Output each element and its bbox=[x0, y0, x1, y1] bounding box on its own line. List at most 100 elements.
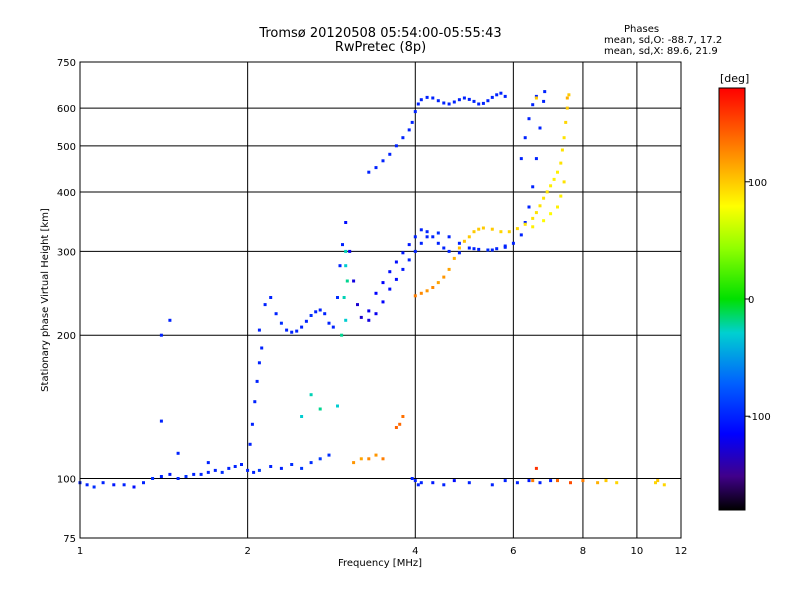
data-point bbox=[419, 291, 423, 295]
data-point bbox=[462, 96, 466, 100]
data-point bbox=[410, 477, 414, 480]
data-point bbox=[481, 101, 485, 105]
data-point bbox=[467, 481, 471, 485]
data-point bbox=[447, 235, 451, 239]
data-point bbox=[327, 321, 331, 325]
data-point bbox=[206, 461, 210, 465]
data-point bbox=[367, 318, 371, 322]
colorbar-ticks: 100 0 -100 bbox=[745, 178, 771, 423]
data-point bbox=[413, 249, 417, 253]
data-point bbox=[531, 479, 535, 483]
data-point bbox=[344, 221, 348, 224]
data-point bbox=[559, 161, 563, 165]
data-point bbox=[467, 246, 471, 250]
data-point bbox=[431, 235, 435, 239]
data-point bbox=[457, 98, 461, 102]
data-point bbox=[511, 241, 515, 245]
data-point bbox=[436, 281, 440, 285]
data-point bbox=[457, 241, 461, 245]
data-point bbox=[495, 247, 499, 251]
data-point bbox=[318, 457, 322, 461]
data-point bbox=[227, 466, 231, 470]
y-tick-label: 100 bbox=[57, 475, 76, 486]
data-point bbox=[542, 196, 546, 200]
data-point bbox=[394, 277, 398, 281]
data-point bbox=[534, 211, 538, 215]
x-tick-label: 6 bbox=[510, 546, 516, 557]
y-tick-label: 300 bbox=[57, 247, 76, 258]
data-point bbox=[381, 457, 385, 461]
data-point bbox=[342, 296, 346, 299]
chart-subtitle: RwPretec (8p) bbox=[334, 40, 427, 55]
data-point bbox=[490, 95, 494, 99]
data-point bbox=[462, 239, 466, 243]
data-point bbox=[356, 303, 359, 307]
x-tick-label: 8 bbox=[580, 546, 586, 557]
data-point bbox=[92, 485, 96, 489]
plot-frame bbox=[79, 61, 682, 539]
data-point bbox=[381, 300, 385, 304]
data-point bbox=[269, 296, 273, 299]
data-point bbox=[263, 303, 267, 307]
data-point bbox=[419, 228, 423, 232]
data-point bbox=[132, 485, 136, 489]
data-point bbox=[447, 249, 451, 253]
data-point bbox=[269, 465, 273, 468]
data-point bbox=[352, 279, 356, 283]
data-point bbox=[534, 157, 538, 161]
data-point bbox=[515, 227, 519, 231]
data-point bbox=[260, 346, 264, 350]
data-point bbox=[246, 468, 250, 472]
data-point bbox=[341, 243, 344, 247]
data-point bbox=[344, 318, 348, 322]
data-point bbox=[336, 404, 339, 408]
stats-o-mode: mean, sd,O: -88.7, 17.2 bbox=[604, 35, 723, 46]
data-point bbox=[538, 204, 542, 208]
data-point bbox=[176, 451, 180, 455]
data-point bbox=[503, 479, 507, 483]
data-point bbox=[457, 246, 461, 250]
data-point bbox=[374, 453, 378, 457]
data-point bbox=[552, 177, 556, 181]
data-point bbox=[416, 102, 420, 106]
data-point bbox=[565, 106, 569, 110]
data-point bbox=[101, 481, 105, 485]
data-point bbox=[545, 190, 549, 194]
data-point bbox=[240, 463, 243, 466]
data-point bbox=[295, 329, 299, 333]
y-tick-label: 600 bbox=[57, 104, 76, 115]
data-point bbox=[425, 289, 429, 293]
x-tick-label: 1 bbox=[77, 546, 83, 557]
data-point bbox=[122, 483, 126, 487]
data-point bbox=[419, 98, 423, 102]
data-point bbox=[457, 251, 461, 255]
data-point bbox=[309, 393, 313, 397]
data-point bbox=[318, 308, 322, 312]
data-point bbox=[336, 296, 339, 299]
data-point bbox=[374, 312, 378, 316]
data-point bbox=[388, 152, 392, 156]
data-point bbox=[472, 99, 476, 103]
data-point bbox=[176, 477, 180, 480]
data-point bbox=[159, 333, 163, 337]
data-point bbox=[549, 479, 553, 483]
data-point bbox=[352, 461, 356, 465]
colorbar bbox=[718, 87, 746, 511]
data-point bbox=[556, 479, 559, 483]
data-point bbox=[499, 230, 503, 234]
data-point bbox=[112, 483, 116, 487]
data-point bbox=[531, 185, 535, 189]
data-point bbox=[257, 361, 261, 365]
data-point bbox=[447, 102, 451, 106]
x-axis-ticks: 1 2 4 6 8 10 12 bbox=[77, 546, 688, 557]
data-point bbox=[248, 442, 252, 446]
y-axis-ticks: 75 100 200 300 400 500 600 750 bbox=[57, 58, 76, 545]
chart-title: Tromsø 20120508 05:54:00-05:55:43 bbox=[259, 26, 502, 41]
data-point bbox=[452, 100, 456, 104]
data-point bbox=[519, 157, 523, 161]
data-point bbox=[604, 479, 608, 483]
data-point bbox=[452, 256, 456, 260]
data-point bbox=[477, 247, 481, 251]
data-point bbox=[542, 219, 546, 223]
